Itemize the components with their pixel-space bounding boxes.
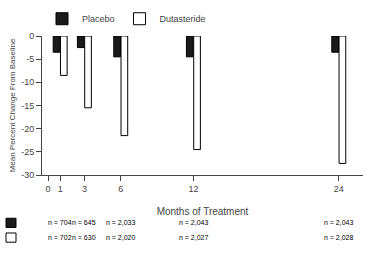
svg-text:-10: -10 [21,77,34,87]
svg-text:Months of Treatment: Months of Treatment [157,206,249,217]
svg-text:Mean Percent Change From Basel: Mean Percent Change From Baseline [8,38,17,172]
svg-text:Dutasteride: Dutasteride [160,14,206,24]
svg-text:-30: -30 [21,170,34,180]
svg-text:Placebo: Placebo [82,14,115,24]
svg-text:n = 2,027: n = 2,027 [179,234,208,241]
svg-text:n = 2,033: n = 2,033 [106,219,135,226]
svg-text:n = 630: n = 630 [72,234,96,241]
svg-text:-25: -25 [21,147,34,157]
svg-text:24: 24 [334,184,344,194]
svg-text:n = 704: n = 704 [48,219,72,226]
svg-text:n = 2,028: n = 2,028 [324,234,353,241]
svg-text:6: 6 [118,184,123,194]
svg-text:-15: -15 [21,101,34,111]
svg-text:12: 12 [188,184,198,194]
svg-text:0: 0 [29,31,34,41]
svg-text:n = 702: n = 702 [48,234,72,241]
svg-text:-20: -20 [21,124,34,134]
svg-text:n = 2,020: n = 2,020 [106,234,135,241]
svg-text:n = 645: n = 645 [72,219,96,226]
svg-text:0: 0 [46,184,51,194]
svg-text:n = 2,043: n = 2,043 [324,219,353,226]
svg-text:1: 1 [58,184,63,194]
svg-text:n = 2,043: n = 2,043 [179,219,208,226]
svg-text:3: 3 [82,184,87,194]
svg-text:-5: -5 [26,54,34,64]
